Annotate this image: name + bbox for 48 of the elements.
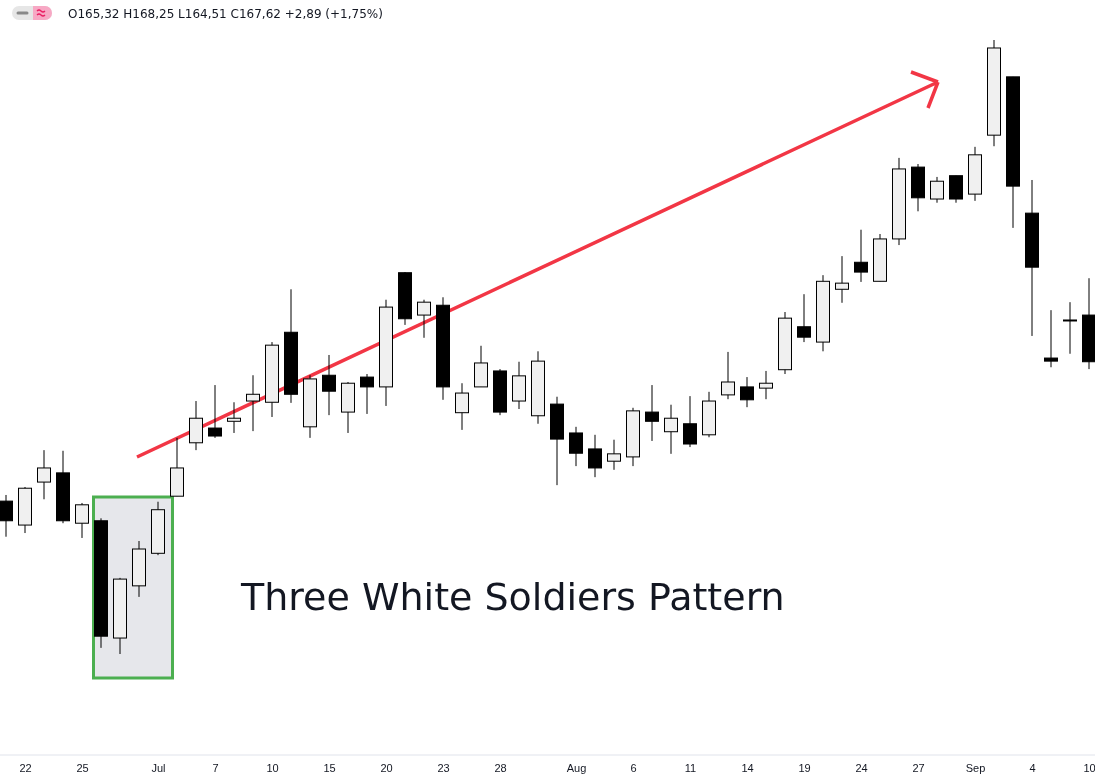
x-tick-label: 25: [76, 761, 89, 774]
candlestick: [75, 502, 89, 539]
candlestick: [322, 354, 336, 416]
candlestick: [930, 176, 944, 204]
x-tick-label: 6: [630, 761, 637, 774]
candlestick: [360, 373, 374, 415]
annotation: Three White Soldiers Pattern: [240, 575, 785, 619]
candlestick: [208, 384, 222, 439]
text: O165,32 H168,25 L164,51 C167,62 +2,89 (+1,75%): [68, 7, 383, 21]
x-tick-label: Aug: [566, 761, 587, 774]
candlestick: [759, 370, 773, 400]
candlestick: [645, 384, 659, 442]
x-tick-label: Sep: [965, 761, 986, 774]
candlestick: [0, 494, 13, 538]
x-tick-label: 28: [494, 761, 507, 774]
candlestick: [797, 293, 811, 343]
x-tick-label: 10: [266, 761, 279, 774]
candlestick: [37, 449, 51, 500]
x-tick-label: 23: [437, 761, 450, 774]
x-tick-label: 10: [1083, 761, 1095, 774]
candlestick: [740, 376, 754, 408]
candlestick: [246, 374, 260, 432]
x-tick-label: 4: [1029, 761, 1036, 774]
x-tick-label: 19: [798, 761, 811, 774]
candlestick: [455, 382, 469, 431]
candlestick: [1044, 309, 1058, 368]
candlestick: [721, 351, 735, 400]
candlestick: [949, 175, 963, 204]
candlestick: [588, 434, 602, 478]
x-tick-label: 14: [741, 761, 754, 774]
x-tick-label: 15: [323, 761, 336, 774]
candlestick: [474, 345, 488, 388]
candlestick: [1063, 301, 1077, 355]
x-tick-label: 27: [912, 761, 925, 774]
x-tick-label: 24: [855, 761, 868, 774]
candlestick: [417, 299, 431, 339]
x-tick-label: Jul: [151, 761, 166, 774]
candlestick: [607, 439, 621, 471]
x-tick-label: 22: [19, 761, 32, 774]
candlestick: [664, 404, 678, 455]
candlestick: [227, 401, 241, 434]
x-tick-label: 11: [684, 761, 697, 774]
candlestick: [854, 229, 868, 283]
x-tick-label: 20: [380, 761, 393, 774]
x-tick-label: 7: [212, 761, 219, 774]
candlestick: [683, 395, 697, 448]
candlestick: [569, 426, 583, 467]
candlestick: [835, 255, 849, 304]
